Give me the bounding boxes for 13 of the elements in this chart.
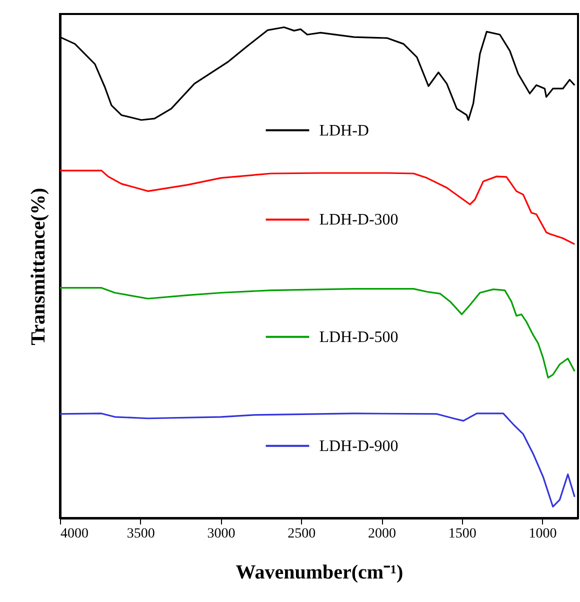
x-axis-title: Wavenumber(cm⁻¹) bbox=[236, 562, 404, 584]
x-tick-label: 3500 bbox=[126, 526, 155, 542]
x-tick-label: 3000 bbox=[207, 526, 236, 542]
y-axis-title: Transmittance(%) bbox=[28, 188, 50, 346]
x-tick-label: 1500 bbox=[448, 526, 476, 542]
legend-label: LDH-D-300 bbox=[319, 212, 398, 229]
legend-label: LDH-D-500 bbox=[319, 328, 398, 346]
x-tick-label: 1000 bbox=[528, 526, 557, 542]
legend-label: LDH-D-900 bbox=[319, 438, 398, 455]
x-tick-label: 4000 bbox=[60, 526, 88, 542]
legend-label: LDH-D bbox=[319, 122, 369, 140]
x-tick-label: 2000 bbox=[368, 526, 396, 542]
x-tick-label: 2500 bbox=[288, 526, 316, 542]
